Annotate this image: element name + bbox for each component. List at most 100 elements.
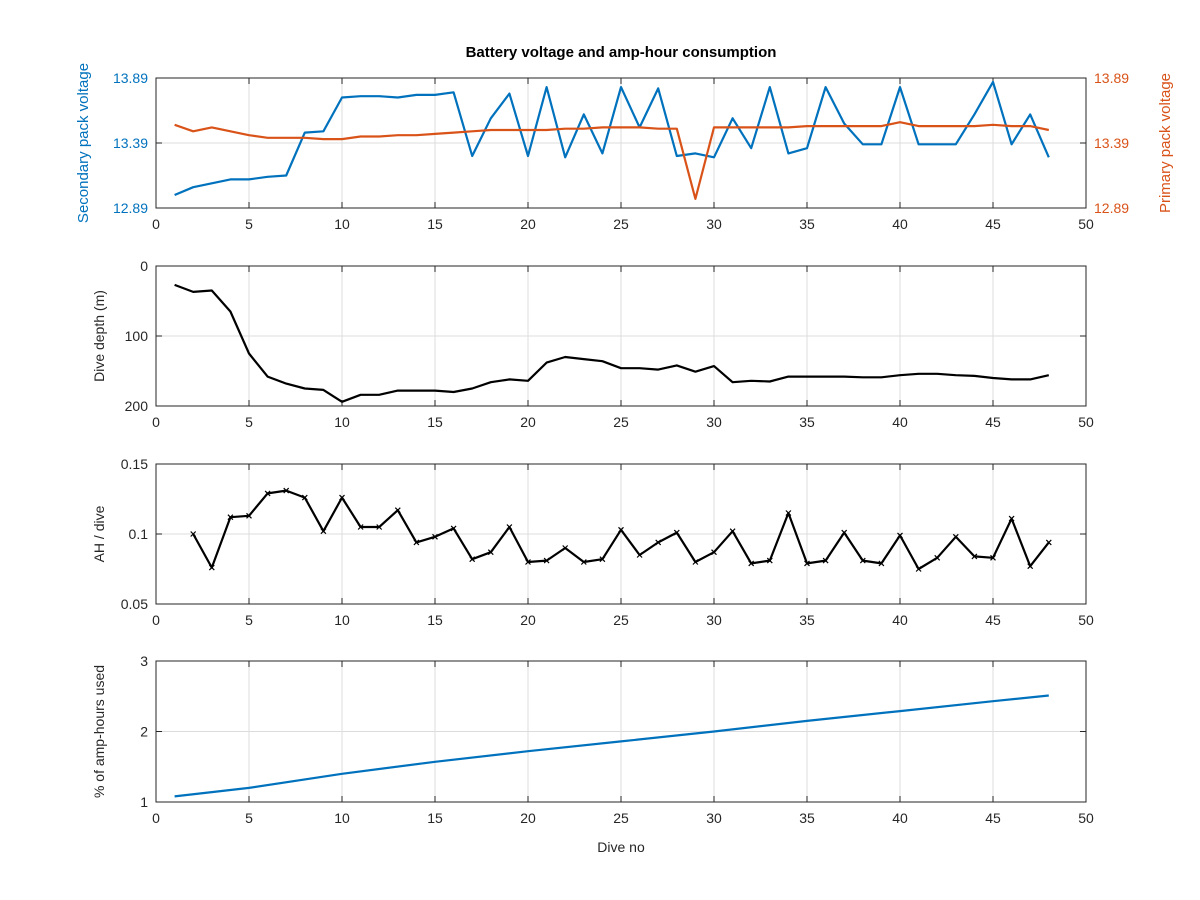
y-axis-label: % of amp-hours used — [91, 665, 107, 798]
data-point-marker — [246, 512, 252, 519]
x-axis-label: Dive no — [597, 839, 645, 855]
data-point-marker — [413, 539, 420, 546]
x-tick-label: 40 — [892, 216, 908, 232]
y-tick-label: 2 — [140, 724, 148, 740]
data-point-marker — [599, 556, 606, 563]
x-tick-label: 5 — [245, 810, 253, 826]
x-tick-label: 50 — [1078, 810, 1094, 826]
data-point-marker — [766, 557, 773, 564]
series-line-1 — [174, 80, 1050, 197]
x-tick-label: 45 — [985, 810, 1001, 826]
x-tick-label: 10 — [334, 612, 350, 628]
x-tick-label: 50 — [1078, 612, 1094, 628]
y-tick-label: 0.1 — [129, 526, 149, 542]
x-tick-label: 50 — [1078, 414, 1094, 430]
x-tick-label: 35 — [799, 612, 815, 628]
data-point-marker — [487, 549, 494, 556]
x-tick-label: 25 — [613, 216, 629, 232]
x-tick-label: 30 — [706, 612, 722, 628]
data-point-marker — [618, 526, 624, 533]
data-point-marker — [1008, 515, 1015, 522]
x-tick-label: 40 — [892, 612, 908, 628]
x-tick-label: 45 — [985, 612, 1001, 628]
data-point-marker — [190, 531, 197, 537]
data-point-marker — [525, 559, 531, 565]
x-tick-label: 25 — [613, 810, 629, 826]
subplot-1: 0 5 10 15 20 25 30 35 40 45 5012.8913.3913.8912.89… — [75, 63, 1174, 232]
figure-title: Battery voltage and amp-hour consumption — [466, 44, 777, 61]
data-point-marker — [357, 524, 364, 530]
data-point-marker — [804, 560, 810, 567]
data-point-marker — [432, 533, 438, 540]
y-tick-label: 0 — [140, 258, 148, 274]
y-tick-label: 12.89 — [113, 200, 148, 216]
data-point-marker — [785, 510, 792, 516]
data-point-marker — [1045, 539, 1052, 546]
x-tick-label: 5 — [245, 612, 253, 628]
x-tick-label: 5 — [245, 216, 253, 232]
series-line-1 — [174, 283, 1050, 403]
data-point-marker — [450, 525, 457, 532]
data-point-marker — [394, 507, 401, 514]
y-tick-label: 200 — [125, 398, 149, 414]
x-tick-label: 35 — [799, 216, 815, 232]
x-tick-label: 40 — [892, 414, 908, 430]
x-tick-label: 35 — [799, 810, 815, 826]
data-point-marker — [655, 539, 662, 546]
x-tick-label: 15 — [427, 612, 443, 628]
y-axis-label: Secondary pack voltage — [75, 63, 92, 223]
x-tick-label: 0 — [152, 216, 160, 232]
subplot-4: 0 5 10 15 20 25 30 35 40 45 50 1 2 3 % of amp-hours us… — [91, 653, 1094, 855]
x-tick-label: 25 — [613, 612, 629, 628]
x-tick-label: 20 — [520, 810, 536, 826]
data-point-marker — [952, 533, 959, 540]
data-point-marker — [822, 557, 829, 564]
x-tick-label: 45 — [985, 414, 1001, 430]
x-tick-label: 40 — [892, 810, 908, 826]
data-point-marker — [859, 557, 866, 564]
data-point-marker — [376, 524, 383, 530]
x-tick-label: 10 — [334, 414, 350, 430]
x-tick-label: 30 — [706, 216, 722, 232]
y-tick-label-right: 13.89 — [1094, 70, 1129, 86]
y-axis-label: AH / dive — [91, 505, 107, 562]
x-tick-label: 50 — [1078, 216, 1094, 232]
data-point-marker — [580, 559, 587, 565]
series-line-2 — [174, 121, 1050, 200]
y-tick-label: 100 — [125, 328, 149, 344]
x-tick-label: 5 — [245, 414, 253, 430]
data-point-marker — [990, 554, 996, 561]
x-tick-label: 20 — [520, 612, 536, 628]
y-axis-label: Dive depth (m) — [91, 290, 107, 382]
data-point-marker — [692, 559, 699, 565]
y-tick-label: 1 — [140, 794, 148, 810]
x-tick-label: 20 — [520, 414, 536, 430]
data-point-marker — [301, 494, 308, 501]
x-tick-label: 0 — [152, 612, 160, 628]
subplot-2: 0 5 10 15 20 25 30 35 40 45 50 0 100 200 Dive depth (m… — [91, 258, 1094, 430]
x-tick-label: 10 — [334, 216, 350, 232]
data-point-marker — [1027, 563, 1034, 570]
data-point-marker — [841, 529, 848, 536]
data-point-marker — [897, 532, 903, 539]
data-point-marker — [748, 560, 755, 567]
y-tick-label: 3 — [140, 653, 148, 669]
x-tick-label: 15 — [427, 216, 443, 232]
data-point-marker — [469, 556, 476, 563]
x-tick-label: 15 — [427, 810, 443, 826]
x-tick-label: 0 — [152, 810, 160, 826]
data-point-marker — [915, 566, 922, 572]
data-point-marker — [636, 552, 643, 558]
series-line-1 — [174, 694, 1049, 798]
data-point-marker — [971, 553, 978, 560]
y-axis-label-right: Primary pack voltage — [1157, 73, 1174, 213]
data-point-marker — [729, 528, 736, 535]
data-point-marker — [562, 545, 569, 551]
x-tick-label: 0 — [152, 414, 160, 430]
data-point-marker — [673, 529, 680, 536]
x-tick-label: 30 — [706, 414, 722, 430]
data-point-marker — [711, 549, 717, 556]
x-tick-label: 35 — [799, 414, 815, 430]
